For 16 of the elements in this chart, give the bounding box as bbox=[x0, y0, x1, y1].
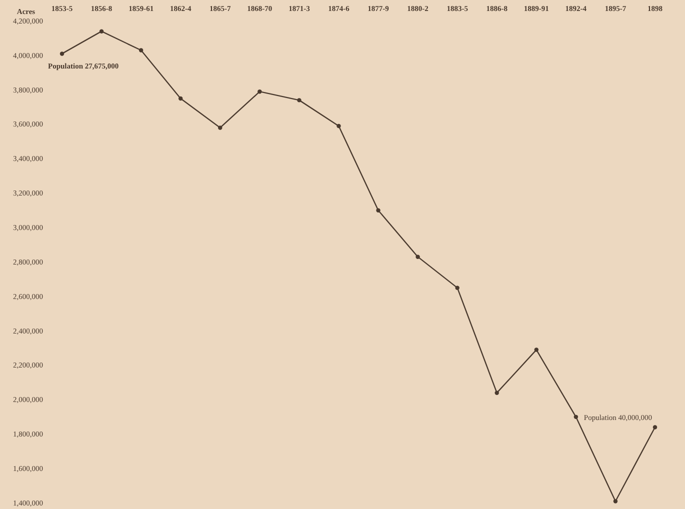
point bbox=[218, 126, 222, 130]
point bbox=[416, 254, 420, 259]
point bbox=[99, 29, 104, 34]
point bbox=[336, 124, 341, 128]
point bbox=[297, 98, 302, 102]
point bbox=[494, 390, 499, 395]
point bbox=[138, 48, 144, 52]
point bbox=[455, 286, 460, 290]
point bbox=[613, 499, 618, 504]
point bbox=[574, 414, 578, 420]
point bbox=[60, 52, 64, 56]
point bbox=[534, 348, 539, 352]
point bbox=[178, 96, 183, 101]
point bbox=[652, 425, 658, 430]
point bbox=[376, 208, 380, 212]
point bbox=[258, 89, 262, 94]
